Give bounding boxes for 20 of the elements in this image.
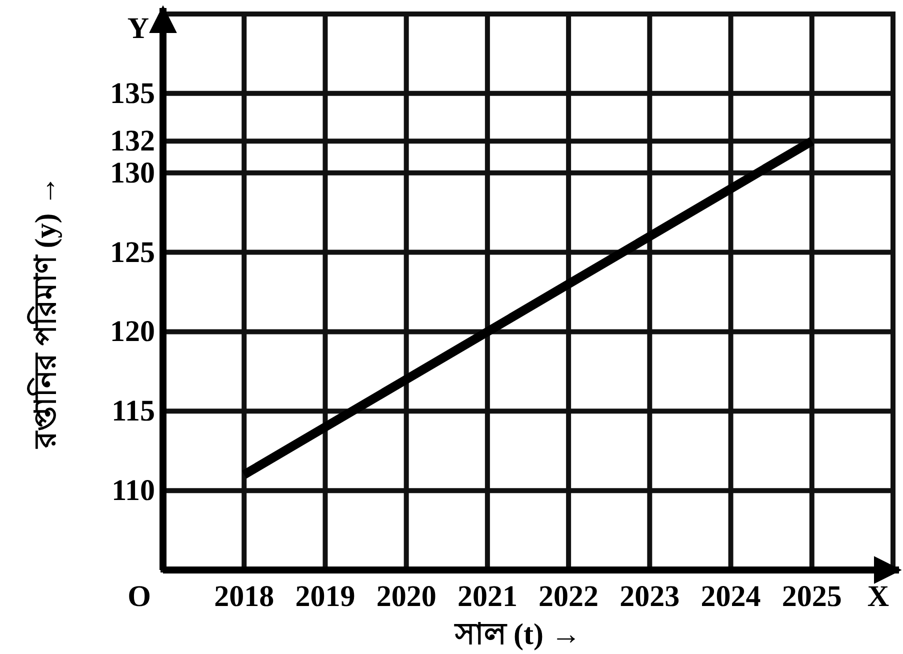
y-tick-label: 125: [110, 236, 155, 269]
y-tick-label: 120: [110, 315, 155, 348]
x-tick-label: 2022: [538, 580, 599, 613]
x-tick-label: 2020: [376, 580, 436, 613]
annotation: O: [128, 580, 151, 613]
y-tick-label: 130: [110, 156, 155, 190]
x-tick-label: 2024: [700, 580, 761, 613]
y-tick-label: 115: [112, 394, 155, 428]
x-tick-label: 2025: [782, 580, 842, 613]
y-tick-label: 135: [110, 76, 155, 110]
x-tick-label: 2018: [214, 580, 274, 613]
x-tick-label: 2019: [295, 580, 356, 613]
x-tick-label: 2021: [457, 580, 518, 613]
x-axis-title: সাল (t) →: [455, 618, 581, 651]
annotation: Y: [127, 12, 149, 45]
y-tick-label: 132: [110, 124, 155, 158]
y-tick-label: 110: [112, 474, 155, 508]
y-axis-title: রপ্তানির পরিমাণ (y) →: [30, 176, 62, 448]
x-tick-label: 2023: [620, 580, 680, 613]
annotation: X: [867, 580, 889, 613]
